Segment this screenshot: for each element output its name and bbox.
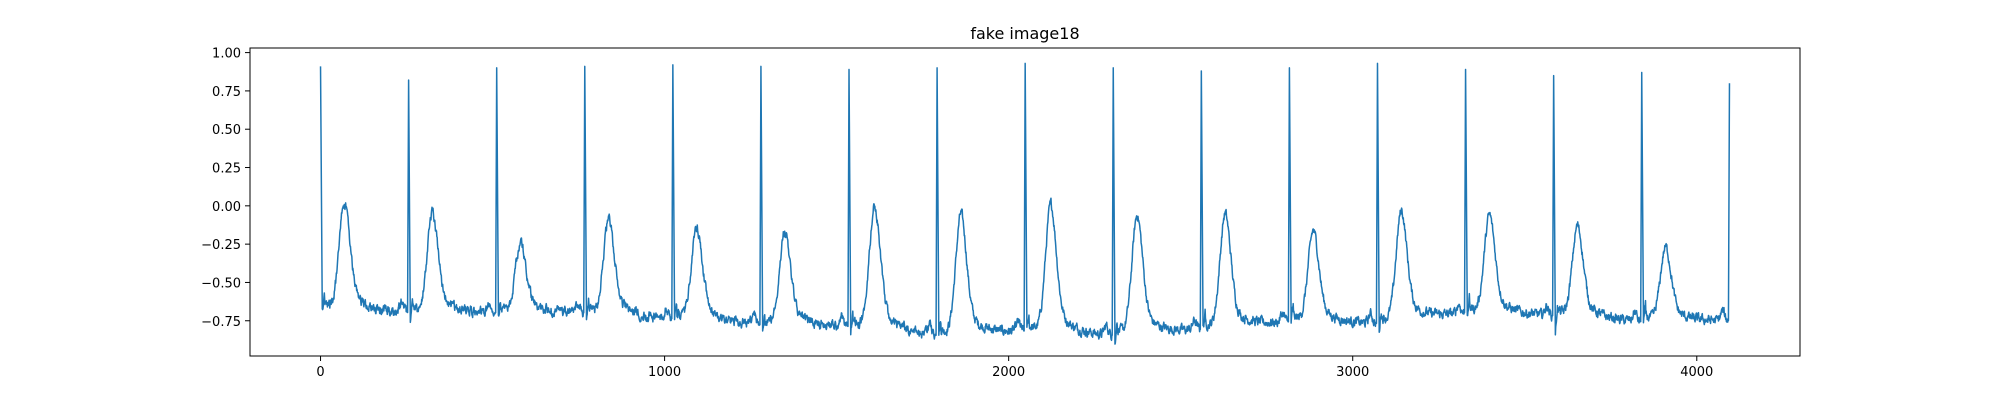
y-tick-label: 0.50 [212,123,241,138]
x-tick-label: 4000 [1680,365,1713,380]
y-tick-label: −0.25 [201,238,241,253]
x-tick-label: 1000 [648,365,681,380]
plot-area [319,62,1731,345]
y-tick-label: −0.50 [201,276,241,291]
x-tick-label: 2000 [992,365,1025,380]
x-axis: 0 1000 2000 3000 4000 [316,356,1713,380]
x-tick-label: 0 [316,365,324,380]
y-tick-label: 1.00 [212,47,241,62]
chart-title: fake image18 [970,24,1079,43]
y-tick-label: 0.00 [212,200,241,215]
x-tick-label: 3000 [1336,365,1369,380]
y-axis: 1.00 0.75 0.50 0.25 0.00 −0.25 −0.50 −0.75 [201,47,250,330]
plot-frame [249,47,1801,357]
y-tick-label: 0.25 [212,162,241,177]
series-line [319,62,1731,345]
y-tick-label: −0.75 [201,315,241,330]
y-tick-label: 0.75 [212,85,241,100]
